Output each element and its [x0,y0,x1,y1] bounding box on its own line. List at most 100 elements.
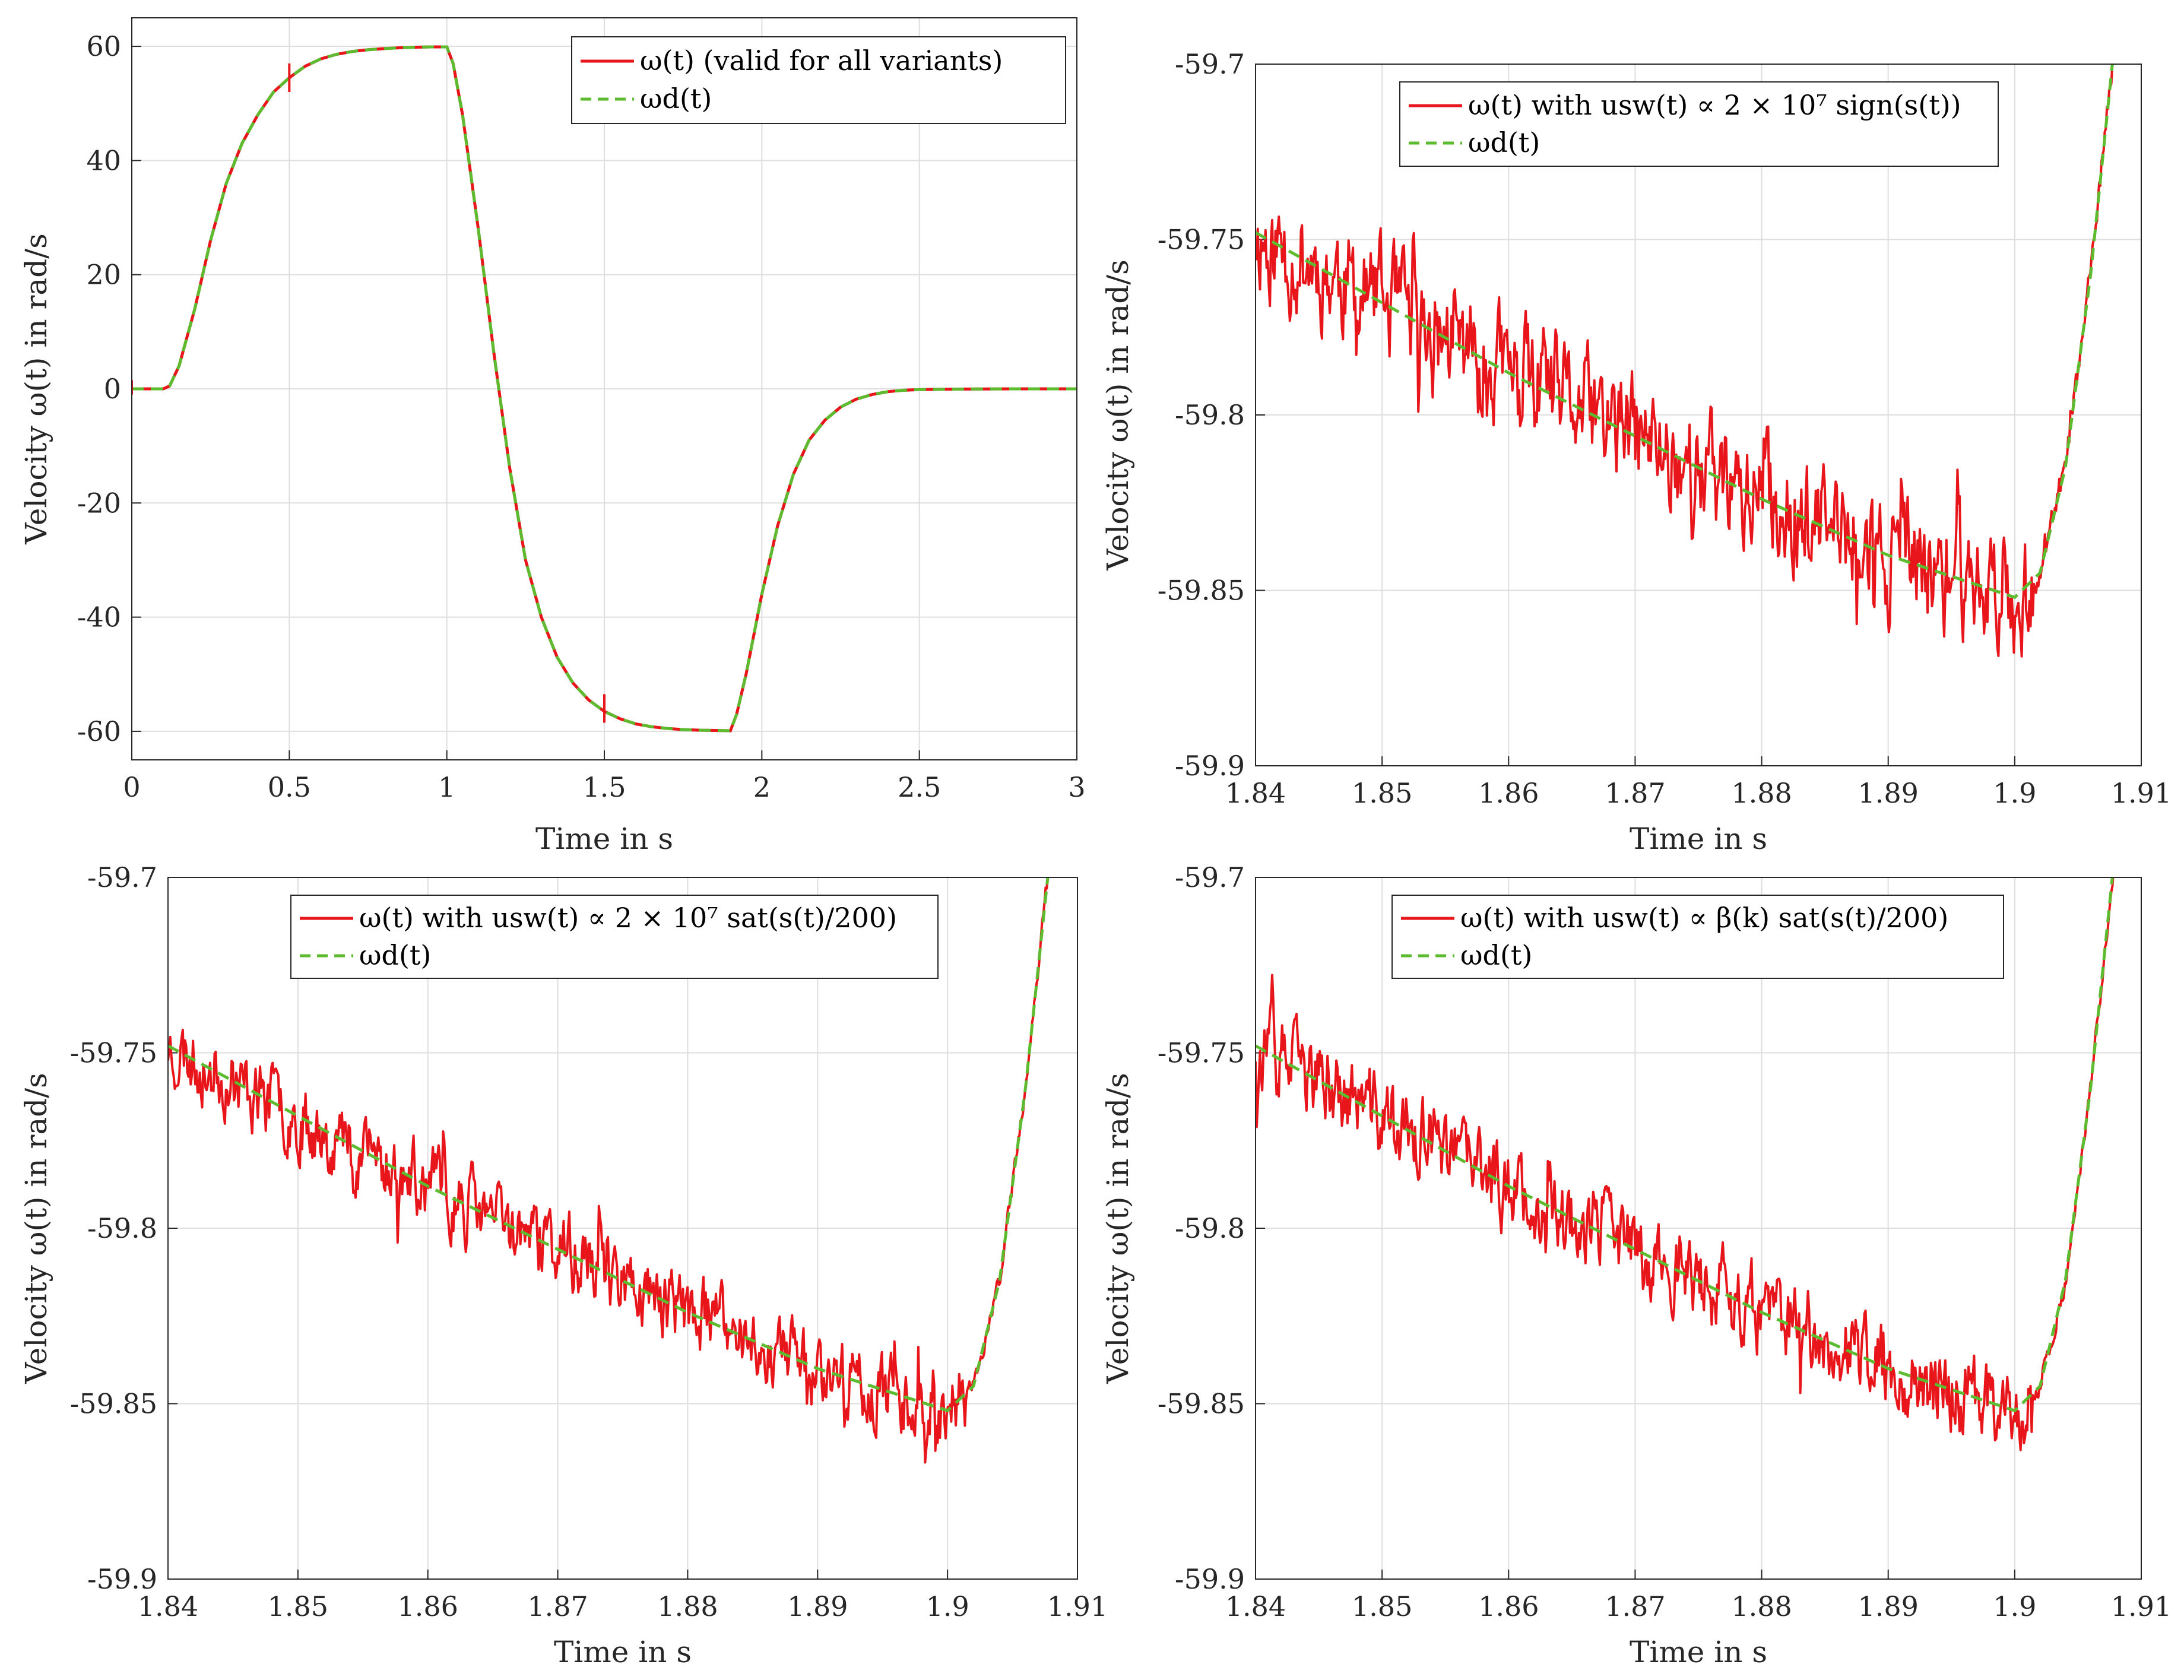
y-tick-label: -59.7 [1175,861,1245,893]
legend-label-desired: ωd(t) [359,939,431,971]
legend-label-measured: ω(t) with usw(t) ∝ 2 × 10⁷ sat(s(t)/200) [359,902,897,934]
y-axis-label: Velocity ω(t) in rad/s [1101,1073,1135,1384]
axes-box [1255,64,2142,766]
series-line-desired [168,877,1050,1413]
x-tick-label: 1.85 [1352,1590,1412,1622]
y-tick-label: 0 [104,373,121,405]
axes-box [167,877,1078,1580]
x-tick-label: 1.9 [926,1590,969,1622]
legend: ω(t) with usw(t) ∝ 2 × 10⁷ sat(s(t)/200)… [290,895,939,979]
y-tick-label: -59.85 [70,1388,157,1420]
x-tick-label: 1 [438,771,455,803]
series-group [168,877,1050,1464]
y-tick-label: -59.8 [1175,1212,1245,1244]
y-tick-label: -59.7 [87,861,157,893]
y-tick-label: -60 [77,715,121,747]
x-tick-label: 1.85 [268,1590,328,1622]
x-ticks: 0 0.5 1 1.5 2 2.5 3 [123,771,1085,803]
legend: ω(t) (valid for all variants) ωd(t) [571,36,1066,124]
y-tick-label: -59.85 [1158,575,1245,607]
x-tick-label: 1.91 [2111,1590,2172,1622]
panel-zoom-beta: 1.84 1.85 1.86 1.87 1.88 1.89 1.9 1.91 -… [1101,861,2172,1669]
panel-zoom-sat: 1.84 1.85 1.86 1.87 1.88 1.89 1.9 1.91 -… [19,861,1108,1669]
x-tick-label: 1.91 [2111,777,2172,809]
x-tick-label: 1.88 [1731,777,1792,809]
x-tick-label: 1.88 [657,1590,718,1622]
x-ticks: 1.84 1.85 1.86 1.87 1.88 1.89 1.9 1.91 [138,1590,1108,1622]
x-tick-label: 1.9 [1993,1590,2036,1622]
y-tick-label: -59.85 [1158,1388,1245,1420]
legend-box [1391,895,2004,979]
x-tick-label: 1.85 [1352,777,1412,809]
series-line-desired [132,45,1077,733]
y-tick-label: -59.75 [70,1037,157,1069]
x-tick-label: 3 [1068,771,1085,803]
x-axis-label: Time in s [535,822,673,856]
y-tick-label: -59.9 [1175,1563,1245,1595]
x-tick-label: 1.84 [1225,1590,1286,1622]
y-tick-label: 60 [86,30,121,62]
x-axis-label: Time in s [1630,822,1767,856]
x-axis-label: Time in s [554,1635,692,1669]
x-tick-label: 1.89 [1858,1590,1919,1622]
axes-box [131,17,1077,760]
y-ticks: -59.7 -59.75 -59.8 -59.85 -59.9 [1158,861,1245,1595]
panel-overview: 0 0.5 1 1.5 2 2.5 3 60 40 20 0 -20 -40 -… [19,17,1086,856]
x-tick-label: 1.88 [1731,1590,1792,1622]
y-tick-label: -59.7 [1175,48,1245,80]
x-tick-label: 1.89 [1858,777,1919,809]
x-tick-label: 2.5 [898,771,941,803]
x-tick-label: 1.87 [527,1590,588,1622]
x-tick-label: 1.84 [138,1590,198,1622]
y-tick-label: 40 [86,144,121,176]
y-tick-label: -20 [77,487,121,519]
y-tick-label: -59.9 [87,1563,157,1595]
panel-zoom-sign: 1.84 1.85 1.86 1.87 1.88 1.89 1.9 1.91 -… [1101,48,2172,856]
x-tick-label: 0 [123,771,140,803]
legend-label-measured: ω(t) with usw(t) ∝ β(k) sat(s(t)/200) [1460,902,1948,934]
y-tick-label: 20 [86,259,121,291]
legend-box [290,895,939,979]
legend-label-desired: ωd(t) [1460,939,1532,971]
y-ticks: -59.7 -59.75 -59.8 -59.85 -59.9 [1158,48,1245,782]
legend-label-desired: ωd(t) [640,83,712,115]
x-ticks: 1.84 1.85 1.86 1.87 1.88 1.89 1.9 1.91 [1225,777,2172,809]
legend-box [571,36,1066,124]
x-tick-label: 1.87 [1605,777,1665,809]
x-tick-label: 1.89 [787,1590,848,1622]
series-line-measured [1256,877,2115,1451]
legend-label-measured: ω(t) (valid for all variants) [640,45,1003,77]
x-axis-label: Time in s [1630,1635,1767,1669]
x-tick-label: 1.84 [1225,777,1286,809]
series-group [132,45,1077,733]
x-tick-label: 1.86 [1478,1590,1539,1622]
y-axis-label: Velocity ω(t) in rad/s [19,233,53,545]
y-tick-label: -59.9 [1175,750,1245,782]
x-tick-label: 1.86 [398,1590,458,1622]
y-tick-label: -59.8 [1175,399,1245,431]
y-axis-label: Velocity ω(t) in rad/s [19,1073,53,1384]
x-tick-label: 2 [753,771,771,803]
series-line-measured [1256,64,2114,658]
y-tick-label: -59.75 [1158,1037,1245,1069]
y-tick-label: -40 [77,601,121,633]
y-tick-label: -59.8 [87,1212,157,1244]
x-tick-label: 1.86 [1478,777,1539,809]
x-tick-label: 0.5 [268,771,311,803]
series-group [1256,64,2114,658]
series-line-measured [168,877,1049,1464]
x-tick-label: 1.87 [1605,1590,1665,1622]
y-tick-label: -59.75 [1158,224,1245,256]
x-tick-label: 1.5 [582,771,626,803]
series-line-desired [1256,877,2114,1413]
legend: ω(t) with usw(t) ∝ 2 × 10⁷ sign(s(t)) ωd… [1399,81,1999,167]
legend-box [1399,81,1999,167]
x-ticks: 1.84 1.85 1.86 1.87 1.88 1.89 1.9 1.91 [1225,1590,2172,1622]
x-tick-label: 1.91 [1047,1590,1108,1622]
series-group [1256,877,2115,1451]
legend-label-desired: ωd(t) [1468,126,1540,159]
y-ticks: 60 40 20 0 -20 -40 -60 [77,30,121,747]
legend: ω(t) with usw(t) ∝ β(k) sat(s(t)/200) ωd… [1391,895,2004,979]
y-ticks: -59.7 -59.75 -59.8 -59.85 -59.9 [70,861,157,1595]
